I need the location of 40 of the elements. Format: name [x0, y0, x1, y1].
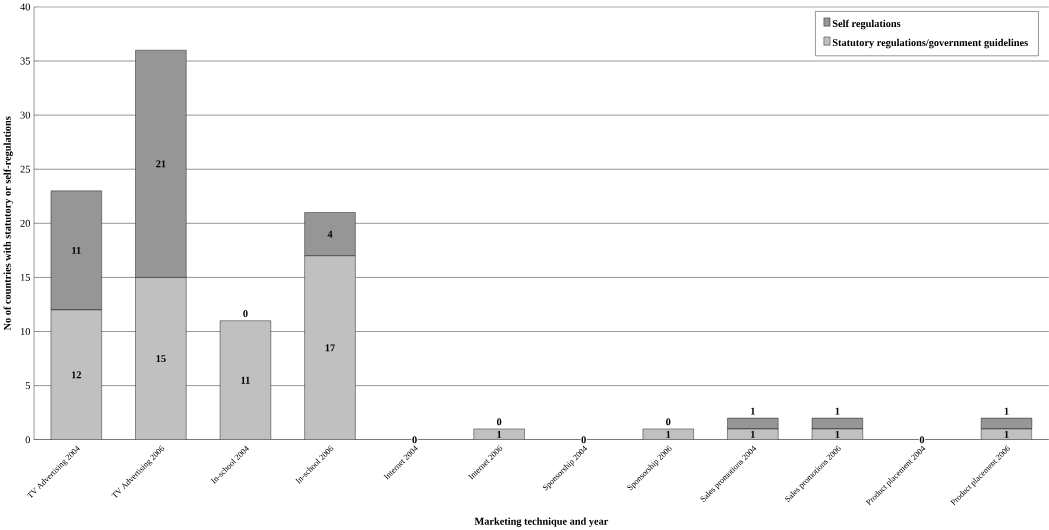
data-label: 1	[835, 430, 840, 438]
legend-label: Self regulations	[832, 19, 901, 30]
data-label: 1	[835, 407, 840, 415]
y-tick-label: 40	[20, 3, 30, 11]
bar	[727, 417, 779, 429]
bar	[304, 255, 356, 440]
y-tick-label: 35	[20, 57, 30, 65]
bar	[219, 320, 272, 440]
bar	[135, 277, 187, 440]
data-label: 11	[241, 376, 250, 384]
y-tick-label: 25	[20, 165, 30, 173]
bar	[50, 309, 102, 440]
data-label: 17	[325, 344, 335, 351]
data-label: 0	[581, 436, 586, 444]
x-axis-title: Marketing technique and year	[474, 517, 609, 527]
data-label: 0	[919, 436, 925, 444]
data-label: 12	[71, 371, 82, 379]
data-label: 1	[1004, 430, 1009, 438]
legend-label: Statutory regulations/government guidelines	[832, 38, 1028, 49]
data-label: 0	[496, 418, 502, 426]
data-label: 1	[751, 430, 755, 438]
data-label: 1	[1004, 407, 1009, 415]
data-label: 1	[666, 430, 671, 438]
data-label: 15	[156, 354, 166, 362]
data-label: 0	[243, 309, 248, 317]
data-label: 21	[156, 160, 166, 168]
y-tick-label: 30	[20, 111, 30, 119]
data-label: 1	[497, 430, 502, 438]
y-tick-label: 0	[25, 436, 30, 444]
y-tick-label: 20	[20, 219, 30, 227]
y-tick-label: 15	[20, 273, 30, 281]
y-tick-label: 10	[20, 327, 30, 335]
data-label: 1	[751, 407, 755, 415]
data-label: 0	[412, 436, 417, 444]
y-axis-title: No of countries with statutory or self-regulations	[3, 116, 13, 331]
bar	[811, 417, 863, 429]
y-tick-label: 5	[25, 382, 30, 389]
data-label: 11	[72, 246, 81, 254]
data-label: 0	[666, 418, 671, 426]
data-label: 4	[327, 230, 333, 238]
